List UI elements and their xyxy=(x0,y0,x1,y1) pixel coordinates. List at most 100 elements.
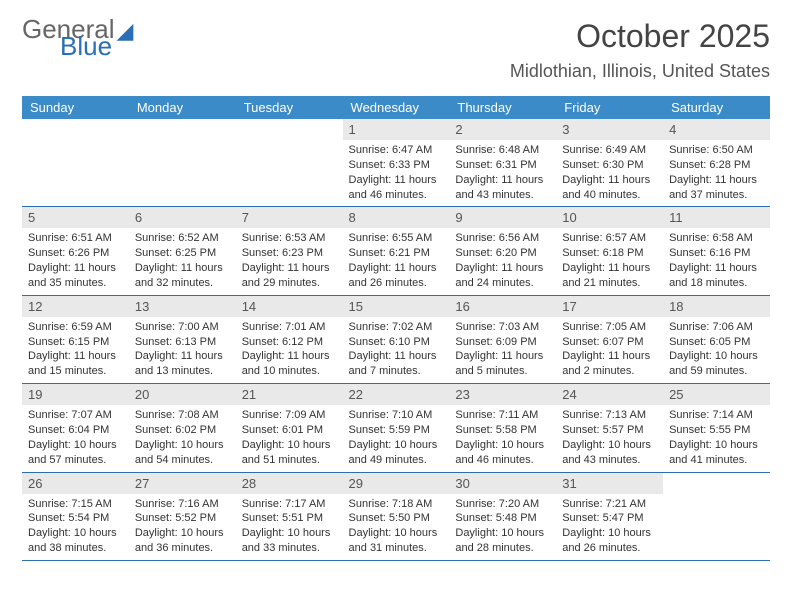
day-number: 7 xyxy=(236,207,343,228)
day-content xyxy=(22,140,129,147)
sunset-text: Sunset: 6:07 PM xyxy=(562,335,657,350)
sunrise-text: Sunrise: 7:18 AM xyxy=(349,497,444,512)
day-number: 4 xyxy=(663,119,770,140)
sunrise-text: Sunrise: 6:49 AM xyxy=(562,143,657,158)
sunrise-text: Sunrise: 6:55 AM xyxy=(349,231,444,246)
day-cell: 6Sunrise: 6:52 AMSunset: 6:25 PMDaylight… xyxy=(129,207,236,295)
daylight-text: Daylight: 11 hours and 5 minutes. xyxy=(455,349,550,379)
day-number xyxy=(663,473,770,494)
daylight-text: Daylight: 11 hours and 21 minutes. xyxy=(562,261,657,291)
day-number: 24 xyxy=(556,384,663,405)
sunrise-text: Sunrise: 7:06 AM xyxy=(669,320,764,335)
sunset-text: Sunset: 6:12 PM xyxy=(242,335,337,350)
day-content xyxy=(129,140,236,147)
sunrise-text: Sunrise: 7:11 AM xyxy=(455,408,550,423)
day-number xyxy=(22,119,129,140)
daylight-text: Daylight: 11 hours and 10 minutes. xyxy=(242,349,337,379)
daylight-text: Daylight: 11 hours and 40 minutes. xyxy=(562,173,657,203)
day-header: Friday xyxy=(556,96,663,119)
daylight-text: Daylight: 10 hours and 43 minutes. xyxy=(562,438,657,468)
daylight-text: Daylight: 11 hours and 35 minutes. xyxy=(28,261,123,291)
day-cell: 23Sunrise: 7:11 AMSunset: 5:58 PMDayligh… xyxy=(449,384,556,472)
page-header: General◢ Blue October 2025 Midlothian, I… xyxy=(0,0,792,86)
sunrise-text: Sunrise: 6:48 AM xyxy=(455,143,550,158)
day-cell: 7Sunrise: 6:53 AMSunset: 6:23 PMDaylight… xyxy=(236,207,343,295)
day-content: Sunrise: 6:56 AMSunset: 6:20 PMDaylight:… xyxy=(449,228,556,294)
day-number: 20 xyxy=(129,384,236,405)
day-cell xyxy=(22,119,129,207)
day-content: Sunrise: 6:48 AMSunset: 6:31 PMDaylight:… xyxy=(449,140,556,206)
day-content: Sunrise: 6:58 AMSunset: 6:16 PMDaylight:… xyxy=(663,228,770,294)
day-number: 5 xyxy=(22,207,129,228)
day-number: 31 xyxy=(556,473,663,494)
sunset-text: Sunset: 6:21 PM xyxy=(349,246,444,261)
day-content: Sunrise: 7:02 AMSunset: 6:10 PMDaylight:… xyxy=(343,317,450,383)
day-content: Sunrise: 6:59 AMSunset: 6:15 PMDaylight:… xyxy=(22,317,129,383)
day-cell: 19Sunrise: 7:07 AMSunset: 6:04 PMDayligh… xyxy=(22,384,129,472)
day-content xyxy=(663,494,770,501)
day-header: Wednesday xyxy=(343,96,450,119)
day-cell: 4Sunrise: 6:50 AMSunset: 6:28 PMDaylight… xyxy=(663,119,770,207)
brand-logo: General◢ Blue xyxy=(22,18,133,59)
day-cell: 27Sunrise: 7:16 AMSunset: 5:52 PMDayligh… xyxy=(129,472,236,560)
day-cell: 5Sunrise: 6:51 AMSunset: 6:26 PMDaylight… xyxy=(22,207,129,295)
sunset-text: Sunset: 6:15 PM xyxy=(28,335,123,350)
day-header: Sunday xyxy=(22,96,129,119)
sunset-text: Sunset: 6:20 PM xyxy=(455,246,550,261)
daylight-text: Daylight: 11 hours and 43 minutes. xyxy=(455,173,550,203)
sunset-text: Sunset: 5:54 PM xyxy=(28,511,123,526)
daylight-text: Daylight: 11 hours and 37 minutes. xyxy=(669,173,764,203)
daylight-text: Daylight: 10 hours and 59 minutes. xyxy=(669,349,764,379)
day-cell: 10Sunrise: 6:57 AMSunset: 6:18 PMDayligh… xyxy=(556,207,663,295)
day-number: 18 xyxy=(663,296,770,317)
daylight-text: Daylight: 11 hours and 24 minutes. xyxy=(455,261,550,291)
day-cell xyxy=(663,472,770,560)
daylight-text: Daylight: 10 hours and 26 minutes. xyxy=(562,526,657,556)
day-content: Sunrise: 7:11 AMSunset: 5:58 PMDaylight:… xyxy=(449,405,556,471)
daylight-text: Daylight: 11 hours and 13 minutes. xyxy=(135,349,230,379)
day-content: Sunrise: 7:10 AMSunset: 5:59 PMDaylight:… xyxy=(343,405,450,471)
sunrise-text: Sunrise: 7:15 AM xyxy=(28,497,123,512)
day-number: 1 xyxy=(343,119,450,140)
day-number: 17 xyxy=(556,296,663,317)
day-number: 25 xyxy=(663,384,770,405)
sunset-text: Sunset: 6:33 PM xyxy=(349,158,444,173)
day-content: Sunrise: 7:01 AMSunset: 6:12 PMDaylight:… xyxy=(236,317,343,383)
daylight-text: Daylight: 10 hours and 38 minutes. xyxy=(28,526,123,556)
sunrise-text: Sunrise: 6:56 AM xyxy=(455,231,550,246)
sunset-text: Sunset: 6:10 PM xyxy=(349,335,444,350)
sunset-text: Sunset: 6:23 PM xyxy=(242,246,337,261)
day-number: 16 xyxy=(449,296,556,317)
calendar-table: Sunday Monday Tuesday Wednesday Thursday… xyxy=(22,96,770,561)
day-cell: 18 Sunrise: 7:06 AMSunset: 6:05 PMDayligh… xyxy=(663,295,770,383)
sunset-text: Sunset: 6:05 PM xyxy=(669,335,764,350)
day-cell xyxy=(129,119,236,207)
day-cell: 22Sunrise: 7:10 AMSunset: 5:59 PMDayligh… xyxy=(343,384,450,472)
day-content: Sunrise: 6:53 AMSunset: 6:23 PMDaylight:… xyxy=(236,228,343,294)
sunrise-text: Sunrise: 7:13 AM xyxy=(562,408,657,423)
sunrise-text: Sunrise: 6:50 AM xyxy=(669,143,764,158)
sunset-text: Sunset: 5:58 PM xyxy=(455,423,550,438)
day-header-row: Sunday Monday Tuesday Wednesday Thursday… xyxy=(22,96,770,119)
day-cell: 2Sunrise: 6:48 AMSunset: 6:31 PMDaylight… xyxy=(449,119,556,207)
day-number: 14 xyxy=(236,296,343,317)
day-content: Sunrise: 7:15 AMSunset: 5:54 PMDaylight:… xyxy=(22,494,129,560)
sunrise-text: Sunrise: 7:02 AM xyxy=(349,320,444,335)
day-number: 2 xyxy=(449,119,556,140)
day-number: 30 xyxy=(449,473,556,494)
daylight-text: Daylight: 10 hours and 46 minutes. xyxy=(455,438,550,468)
day-header: Monday xyxy=(129,96,236,119)
day-content: Sunrise: 7:00 AMSunset: 6:13 PMDaylight:… xyxy=(129,317,236,383)
day-cell: 11Sunrise: 6:58 AMSunset: 6:16 PMDayligh… xyxy=(663,207,770,295)
sunrise-text: Sunrise: 7:01 AM xyxy=(242,320,337,335)
day-number: 27 xyxy=(129,473,236,494)
day-content: Sunrise: 7:16 AMSunset: 5:52 PMDaylight:… xyxy=(129,494,236,560)
sunrise-text: Sunrise: 6:59 AM xyxy=(28,320,123,335)
daylight-text: Daylight: 10 hours and 57 minutes. xyxy=(28,438,123,468)
day-cell: 26Sunrise: 7:15 AMSunset: 5:54 PMDayligh… xyxy=(22,472,129,560)
daylight-text: Daylight: 11 hours and 7 minutes. xyxy=(349,349,444,379)
sunrise-text: Sunrise: 7:17 AM xyxy=(242,497,337,512)
sunrise-text: Sunrise: 7:10 AM xyxy=(349,408,444,423)
day-number: 10 xyxy=(556,207,663,228)
sunset-text: Sunset: 6:04 PM xyxy=(28,423,123,438)
